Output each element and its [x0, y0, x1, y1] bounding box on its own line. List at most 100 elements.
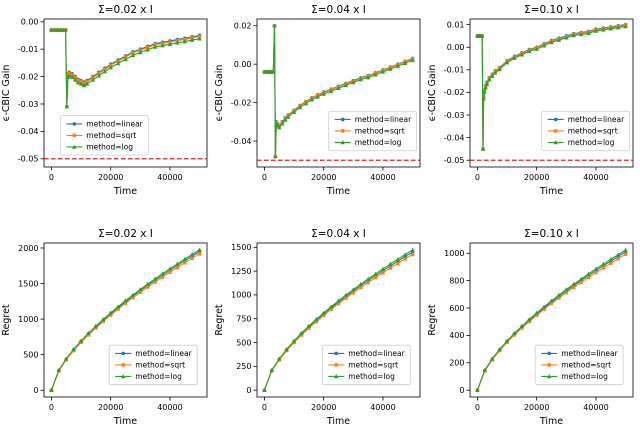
legend-marker-square-icon — [547, 363, 551, 367]
legend: method=linear method=sqrt method=log — [534, 344, 624, 386]
legend-label: method=log — [135, 372, 182, 381]
legend-box — [321, 344, 411, 386]
x-tick-label: 20000 — [98, 173, 123, 182]
x-tick-label: 40000 — [583, 403, 608, 412]
legend-label: method=linear — [135, 349, 192, 358]
legend-label: method=log — [568, 138, 615, 147]
subplot-regret-sigma-0.02: 0 20000 40000 0 500 1000 1500 2000 Σ=0.02 x I Tim… — [0, 225, 213, 427]
y-tick-label: 1250 — [231, 267, 251, 276]
x-tick-label: 0 — [262, 403, 267, 412]
y-tick-label: -0.01 — [444, 66, 465, 75]
chart-cbic-gain-sigma-0.10: 0 20000 40000 0.01 0.00 -0.01 -0.02 -0.03 -0.04 -… — [427, 4, 634, 197]
y-tick-label: -0.03 — [444, 111, 465, 120]
y-tick-label: -0.05 — [18, 155, 39, 164]
series-markers-method=log — [475, 247, 628, 392]
x-axis-label: Time — [326, 186, 350, 197]
legend: method=linear method=sqrt method=log — [321, 344, 411, 386]
y-tick-label: 1000 — [18, 315, 38, 324]
x-tick-label: 20000 — [524, 403, 549, 412]
x-tick-label: 40000 — [370, 403, 395, 412]
y-tick-label: -0.02 — [444, 88, 465, 97]
legend-box — [328, 110, 418, 152]
y-axis-label: Regret — [1, 304, 12, 336]
legend-label: method=sqrt — [86, 131, 136, 140]
axes-box — [469, 242, 634, 398]
chart-title: Σ=0.02 x I — [98, 4, 153, 16]
axes-box — [256, 18, 421, 168]
y-tick-label: 0.00 — [21, 18, 39, 27]
legend-label: method=linear — [561, 349, 618, 358]
x-tick-label: 0 — [49, 403, 54, 412]
legend-marker-triangle-icon — [334, 374, 339, 379]
x-tick-label: 40000 — [583, 173, 608, 182]
legend-marker-triangle-icon — [72, 144, 77, 149]
legend-marker-square-icon — [341, 129, 345, 133]
y-tick-label: 500 — [236, 338, 251, 347]
x-tick-label: 0 — [262, 173, 267, 182]
y-tick-label: 500 — [23, 350, 38, 359]
y-tick-label: 0.01 — [447, 20, 465, 29]
legend-label: method=sqrt — [348, 361, 398, 370]
x-axis-label: Time — [539, 416, 563, 427]
x-tick-label: 40000 — [370, 173, 395, 182]
axes-box — [43, 242, 208, 398]
y-tick-label: 800 — [449, 276, 464, 285]
series-markers-method=log — [475, 24, 628, 151]
x-tick-label: 20000 — [311, 173, 336, 182]
y-tick-label: 2000 — [18, 244, 38, 253]
chart-cbic-gain-sigma-0.02: 0 20000 40000 0.00 -0.01 -0.02 -0.03 -0.04 -0.05… — [1, 4, 208, 197]
y-tick-label: -0.05 — [444, 156, 465, 165]
axes-box — [43, 18, 208, 168]
y-tick-label: -0.02 — [18, 72, 39, 81]
series-markers-method=log — [49, 247, 202, 393]
y-tick-label: 200 — [449, 359, 464, 368]
legend-marker-circle-icon — [547, 351, 551, 356]
legend-marker-circle-icon — [340, 117, 345, 122]
y-tick-label: 1000 — [444, 249, 464, 258]
legend-label: method=log — [355, 138, 402, 147]
y-tick-label: 250 — [236, 362, 251, 371]
chart-title: Σ=0.10 x I — [524, 228, 579, 240]
y-tick-label: 750 — [236, 315, 251, 324]
x-axis-label: Time — [326, 416, 350, 427]
y-tick-label: 1500 — [231, 243, 251, 252]
legend-marker-circle-icon — [72, 122, 77, 126]
x-tick-label: 0 — [49, 173, 54, 182]
series-markers-method=log — [262, 247, 415, 392]
y-tick-label: 0.00 — [234, 60, 252, 69]
legend-marker-square-icon — [554, 129, 558, 133]
chart-regret-sigma-0.04: 0 20000 40000 0 250 500 750 1000 1250 1500 Σ=0.04 … — [214, 228, 421, 427]
y-tick-label: 1000 — [231, 291, 251, 300]
chart-regret-sigma-0.02: 0 20000 40000 0 500 1000 1500 2000 Σ=0.02 x I Tim… — [1, 228, 208, 427]
x-tick-label: 0 — [475, 173, 480, 182]
y-tick-label: -0.02 — [231, 98, 252, 107]
legend-label: method=sqrt — [561, 361, 611, 370]
subplot-gain-sigma-0.02: 0 20000 40000 0.00 -0.01 -0.02 -0.03 -0.04 -0.05… — [0, 1, 213, 197]
legend-label: method=linear — [568, 115, 625, 124]
x-axis-label: Time — [539, 186, 563, 197]
y-axis-label: Regret — [427, 304, 438, 336]
legend-marker-triangle-icon — [553, 140, 558, 145]
legend-marker-triangle-icon — [121, 374, 126, 379]
y-tick-label: 400 — [449, 331, 464, 340]
subplot-gain-sigma-0.04: 0 20000 40000 0.02 0.00 -0.02 -0.04 Σ=0.04 x I T… — [213, 1, 426, 197]
legend-label: method=sqrt — [355, 127, 405, 136]
chart-title: Σ=0.04 x I — [311, 228, 366, 240]
x-tick-label: 40000 — [157, 173, 182, 182]
y-tick-label: 0 — [246, 386, 251, 395]
legend-marker-triangle-icon — [547, 374, 552, 379]
y-tick-label: 1500 — [18, 279, 38, 288]
x-axis-label: Time — [113, 416, 137, 427]
y-axis-label: ϵ-CBIC Gain — [214, 65, 225, 122]
legend-label: method=log — [86, 143, 133, 152]
series-markers-method=log — [262, 23, 415, 159]
y-tick-label: -0.03 — [18, 100, 39, 109]
x-tick-label: 20000 — [98, 403, 123, 412]
legend-marker-square-icon — [334, 363, 338, 367]
y-tick-label: 600 — [449, 304, 464, 313]
legend-marker-circle-icon — [553, 117, 558, 122]
subplot-regret-sigma-0.10: 0 20000 40000 0 200 400 600 800 1000 Σ=0.10 x I Ti… — [426, 225, 639, 427]
y-tick-label: -0.04 — [231, 137, 252, 146]
y-axis-label: ϵ-CBIC Gain — [427, 65, 438, 122]
